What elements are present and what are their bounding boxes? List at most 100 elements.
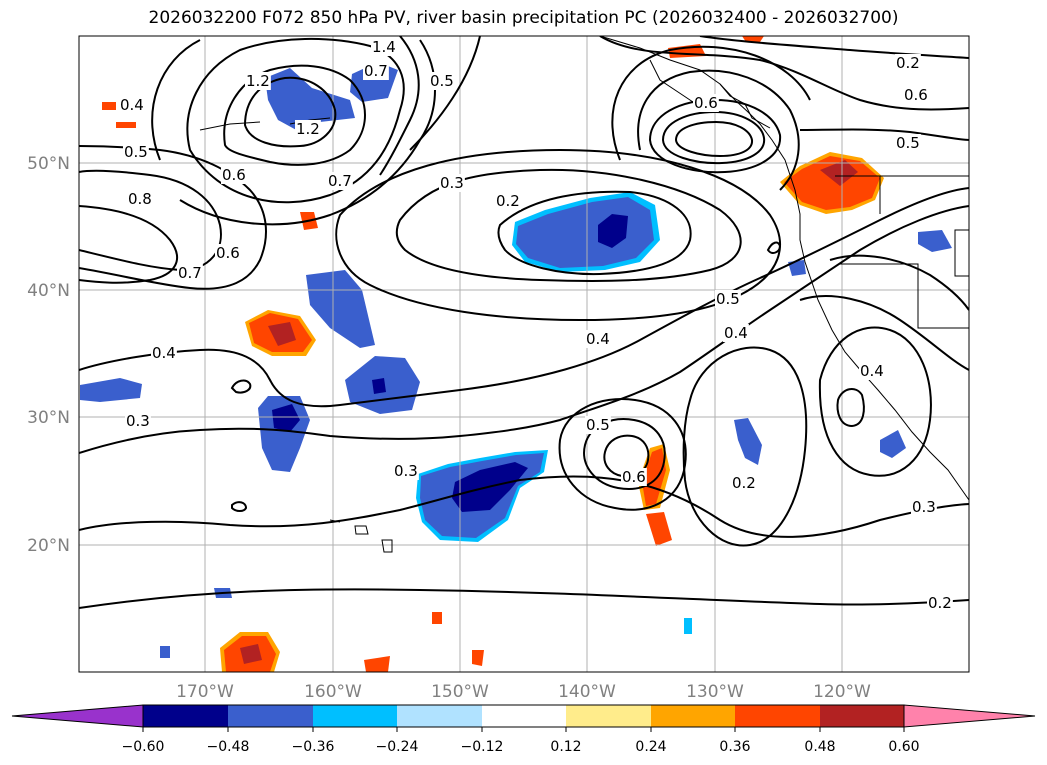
contour-line [674, 120, 754, 158]
colorbar-segment [482, 705, 566, 727]
contour-label: 0.2 [896, 54, 920, 72]
contour-label: 0.3 [394, 462, 418, 480]
contour-label: 1.2 [296, 120, 320, 138]
contour-line [230, 379, 252, 394]
contour-label: 0.2 [496, 192, 520, 210]
colorbar-segment [651, 705, 735, 727]
contour-line [583, 418, 666, 490]
lon-label: 170°W [176, 682, 234, 702]
lat-label: 50°N [27, 154, 70, 174]
contour-label: 0.7 [178, 264, 202, 282]
contour-line [379, 36, 420, 176]
colorbar-min-extension [11, 704, 144, 728]
contour-line [186, 37, 405, 204]
lat-label: 40°N [27, 281, 70, 301]
contour-line [829, 254, 969, 311]
contour-line [648, 98, 782, 174]
contour-label: 0.5 [430, 72, 454, 90]
contour-label-halo [911, 498, 937, 516]
contour-line [682, 346, 808, 547]
contour-label: 0.6 [694, 94, 718, 112]
contour-label-halo [245, 72, 271, 90]
precip-blob [80, 378, 142, 402]
colorbar-tick: −0.24 [376, 739, 419, 755]
contour-label-halo [621, 468, 647, 486]
colorbar-frame [142, 704, 905, 728]
colorbar-tick: 0.36 [719, 739, 750, 755]
contour-label: 0.8 [128, 190, 152, 208]
colorbar-tick: −0.36 [292, 739, 335, 755]
lon-label: 130°W [686, 682, 744, 702]
colorbar-max-extension [903, 704, 1036, 728]
contour-label-halo [731, 474, 757, 492]
contour-label: 0.3 [440, 174, 464, 192]
contour-label-halo [927, 594, 953, 612]
contour-label: 0.5 [124, 143, 148, 161]
map-title: 2026032200 F072 850 hPa PV, river basin … [148, 8, 899, 28]
contour-line [79, 169, 222, 272]
contour-label-halo [125, 412, 151, 430]
precip-blob [364, 656, 390, 672]
contour-label: 0.5 [586, 416, 610, 434]
contour-line [497, 190, 692, 276]
contour-line [637, 69, 800, 191]
colorbar-segment [566, 705, 651, 727]
contour-line [409, 36, 481, 151]
colorbar-tick: −0.12 [461, 739, 504, 755]
contour-line [79, 475, 969, 538]
contour-label: 0.6 [622, 468, 646, 486]
colorbar: −0.60 −0.48 −0.36 −0.24 −0.12 0.12 0.24 … [11, 704, 1036, 755]
contour-line [558, 398, 687, 511]
colorbar-tick: 0.48 [804, 739, 835, 755]
precip-blob [102, 102, 116, 110]
lon-label: 160°W [304, 682, 362, 702]
contour-label-halo [429, 72, 455, 90]
contour-label-halo [693, 94, 719, 112]
contour-label: 0.4 [586, 330, 610, 348]
contour-label: 0.4 [120, 96, 144, 114]
precip-blob [918, 230, 952, 252]
contour-label-halo [327, 172, 353, 190]
contour-line [335, 148, 781, 322]
contour-line [836, 388, 865, 428]
contour-line [699, 36, 969, 59]
colorbar-tick: −0.48 [207, 739, 250, 755]
lon-label: 140°W [558, 682, 616, 702]
precip-blob [598, 214, 628, 248]
contour-labels: 1.4 1.2 1.2 0.4 0.5 0.6 0.7 0.8 0.7 0.6 … [119, 38, 953, 612]
contour-label-halo [151, 344, 177, 362]
contour-line [818, 326, 932, 477]
contour-label: 1.2 [246, 72, 270, 90]
contour-label-halo [363, 62, 389, 80]
contour-line [79, 187, 969, 408]
contour-line [79, 588, 969, 609]
contour-label-halo [715, 290, 741, 308]
precip-blob [432, 612, 442, 624]
pv-contours [79, 36, 969, 609]
contour-label: 0.7 [328, 172, 352, 190]
contour-label-halo [295, 120, 321, 138]
contour-label: 0.3 [912, 498, 936, 516]
contour-label: 0.6 [216, 244, 240, 262]
precip-blob [642, 448, 666, 506]
contour-line [395, 168, 742, 282]
contour-label: 0.3 [126, 412, 150, 430]
colorbar-segment [735, 705, 820, 727]
colorbar-tick: 0.12 [550, 739, 581, 755]
precip-blob [880, 430, 906, 458]
colorbar-tick: 0.24 [635, 739, 666, 755]
lat-label: 30°N [27, 408, 70, 428]
contour-label: 0.6 [222, 166, 246, 184]
colorbar-segment [143, 705, 228, 727]
contour-label-halo [371, 38, 397, 56]
contour-label-halo [585, 416, 611, 434]
contour-label-halo [123, 143, 149, 161]
contour-label: 1.4 [372, 38, 396, 56]
colorbar-segment [313, 705, 397, 727]
contour-label-halo [215, 244, 241, 262]
contour-label-halo [859, 362, 885, 380]
contour-label-halo [127, 190, 153, 208]
contour-line [79, 205, 969, 454]
contour-label-halo [903, 86, 929, 104]
contour-label: 0.6 [904, 86, 928, 104]
